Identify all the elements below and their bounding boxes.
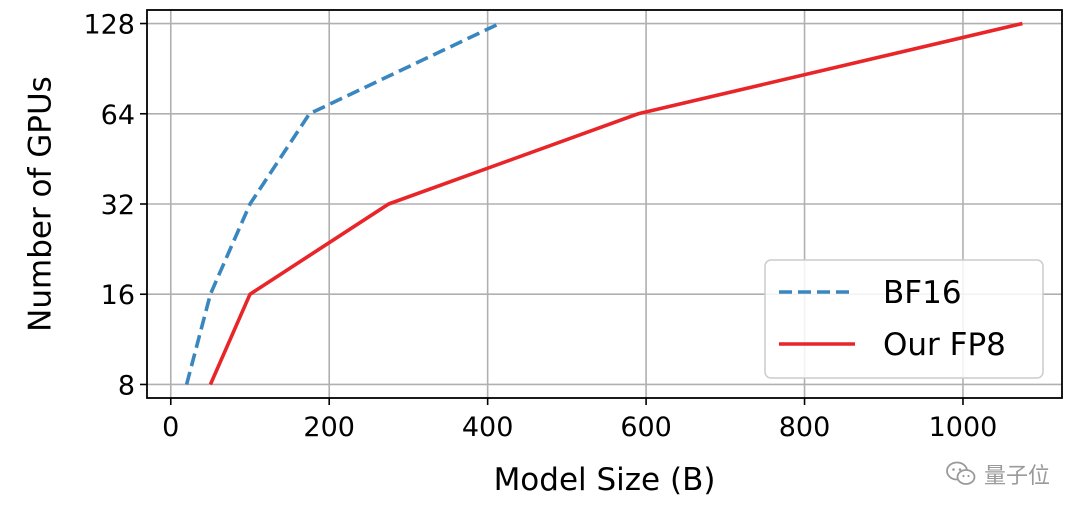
y-tick-label: 16 xyxy=(101,280,135,311)
watermark-text: 量子位 xyxy=(983,464,1050,489)
y-axis-label: Number of GPUs xyxy=(23,76,59,332)
series-line-bf16 xyxy=(184,21,501,385)
legend-label-bf16: BF16 xyxy=(883,275,962,311)
tick-labels: 0 200 400 600 800 1000 8 16 32 64 128 xyxy=(83,10,997,443)
y-tick-label: 32 xyxy=(101,190,135,221)
x-tick-label: 200 xyxy=(303,412,355,443)
x-tick-label: 400 xyxy=(462,412,514,443)
legend-box xyxy=(764,259,1044,379)
y-tick-label: 128 xyxy=(83,10,135,41)
legend: BF16 Our FP8 xyxy=(764,259,1044,379)
y-tick-label: 8 xyxy=(118,370,135,401)
ticks xyxy=(140,22,964,405)
x-tick-label: 800 xyxy=(779,412,831,443)
x-tick-label: 0 xyxy=(162,412,179,443)
series-line-our-fp8 xyxy=(208,21,1023,386)
wechat-icon xyxy=(946,461,976,485)
x-axis-label: Model Size (B) xyxy=(494,462,716,498)
legend-label-our-fp8: Our FP8 xyxy=(883,327,1006,363)
x-tick-label: 600 xyxy=(620,412,672,443)
watermark: 量子位 xyxy=(946,458,1050,490)
x-tick-label: 1000 xyxy=(929,412,998,443)
grid xyxy=(147,10,1062,398)
y-tick-label: 64 xyxy=(101,100,135,131)
series-layer xyxy=(184,21,1023,386)
